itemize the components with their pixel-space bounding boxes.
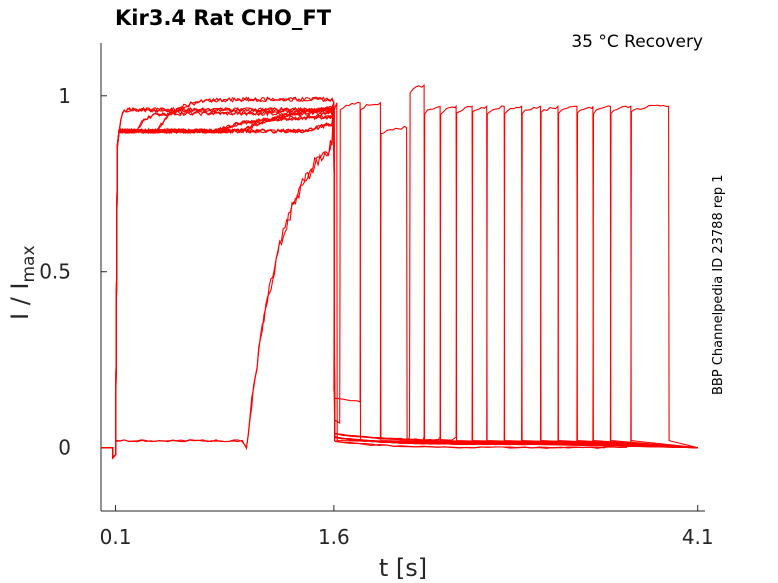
y-axis-label-sub: max [19, 245, 39, 282]
current-traces [101, 83, 698, 460]
x-tick-label: 0.1 [100, 525, 132, 549]
current-trace [101, 102, 698, 460]
current-trace [101, 101, 698, 460]
current-trace [101, 102, 698, 460]
current-trace [101, 102, 698, 460]
current-trace [101, 101, 698, 460]
chart-title: Kir3.4 Rat CHO_FT [115, 6, 332, 30]
y-axis-label-main: I / I [6, 283, 34, 321]
y-axis-ticks: 00.51 [39, 84, 107, 460]
y-axis-label: I / Imax [6, 245, 39, 320]
current-trace [101, 96, 698, 460]
current-trace [101, 102, 698, 460]
current-trace [101, 102, 698, 460]
chart-subtitle: 35 °C Recovery [571, 32, 703, 52]
svg-text:I / Imax: I / Imax [6, 245, 39, 320]
current-trace [101, 102, 698, 460]
side-note: BBP Channelpedia ID 23788 rep 1 [711, 174, 726, 395]
x-tick-label: 4.1 [682, 525, 714, 549]
current-trace [101, 83, 698, 460]
current-trace [101, 102, 698, 460]
current-trace [101, 102, 698, 460]
x-axis-label: t [s] [379, 554, 427, 582]
current-trace [101, 102, 698, 460]
current-trace [101, 102, 698, 460]
y-tick-label: 0.5 [39, 260, 71, 284]
current-trace [101, 102, 698, 460]
x-axis-ticks: 0.1 1.6 4.1 [100, 505, 714, 549]
y-tick-label: 1 [58, 84, 71, 108]
current-trace [101, 96, 698, 460]
y-tick-label: 0 [58, 436, 71, 460]
current-trace [101, 102, 698, 460]
current-trace [101, 102, 698, 460]
x-tick-label: 1.6 [318, 525, 350, 549]
